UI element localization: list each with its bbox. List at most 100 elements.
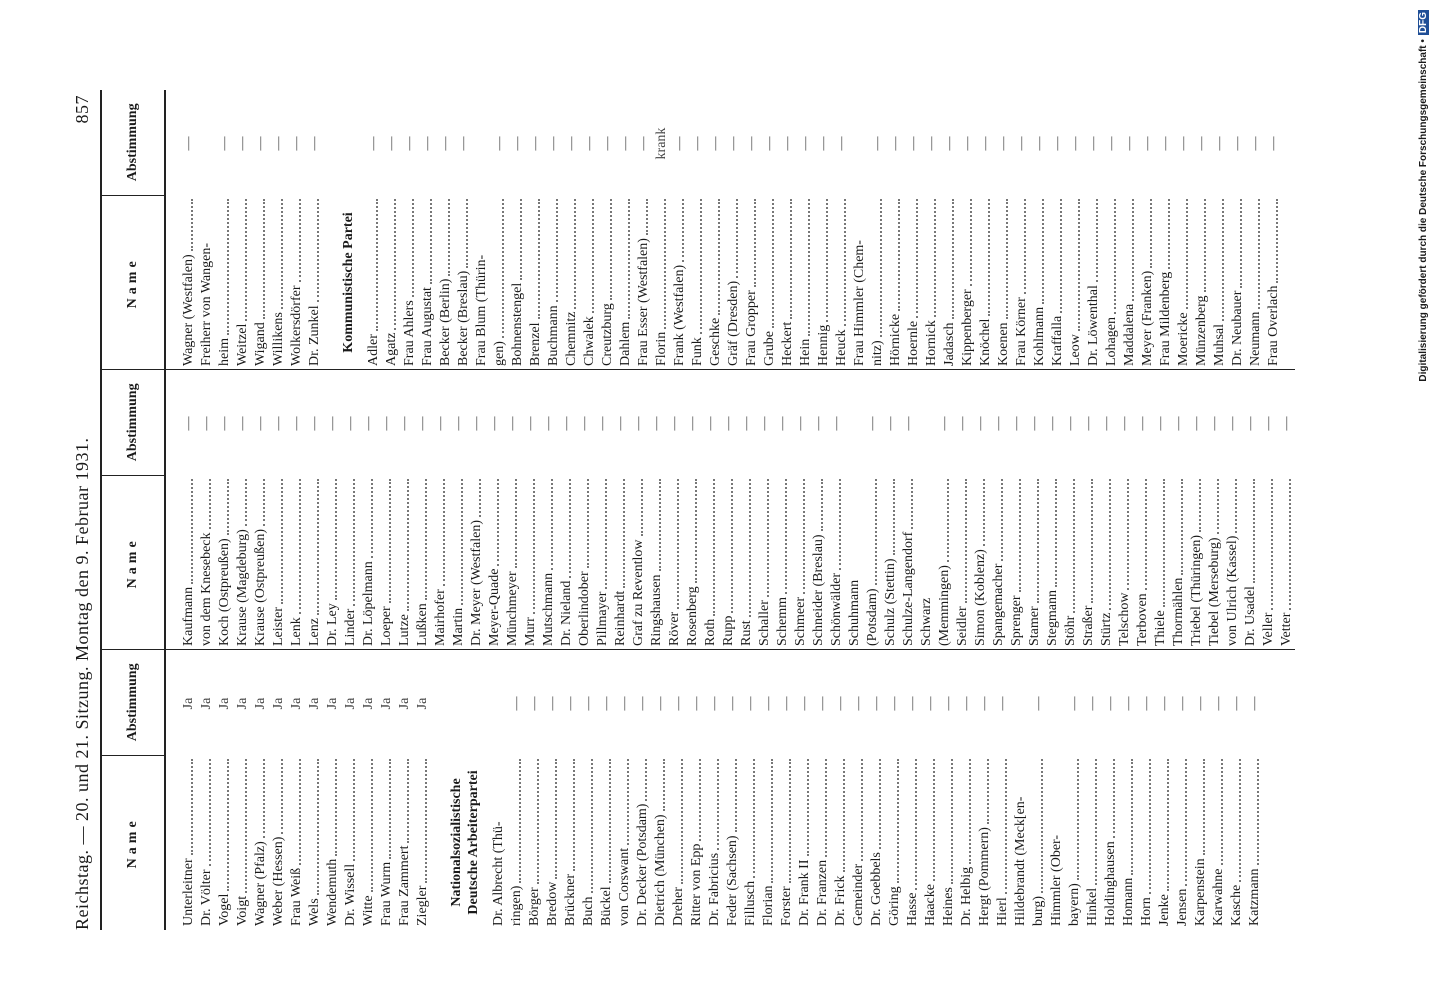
vote: — (469, 416, 484, 431)
dot-leader (900, 479, 913, 529)
footer-text: Digitalisierung gefördert durch die Deut… (1418, 39, 1429, 382)
name-part: Wolkersdörfer (288, 196, 306, 370)
entry-line: Röver — (666, 370, 684, 650)
entry-line: Jensen — (1174, 650, 1192, 930)
entry-line: Hoernle — (905, 90, 923, 370)
member-name: Buchmann (546, 305, 561, 366)
name-part: Ziegler (414, 756, 432, 930)
entry-line: Roth — (702, 370, 720, 650)
member-name: Rupp (721, 615, 736, 646)
vote: — (1103, 696, 1118, 711)
entry-line: Hennig — (815, 90, 833, 370)
vote: — (253, 416, 268, 431)
name-part: Frau Blum (Thürin- (473, 196, 491, 370)
dot-leader (540, 479, 553, 570)
member-name: Brückner (563, 873, 578, 926)
member-name: Dreher (671, 887, 686, 926)
entry-line: Rust — (738, 370, 756, 650)
entry-line: Becker (Berlin) — (437, 90, 455, 370)
entry-line: Dietrich (München) — (652, 650, 670, 930)
name-part: Kasche (1228, 756, 1246, 930)
member-name: Hildebrandt (Meck[en- (1013, 796, 1028, 926)
vote: — (937, 416, 952, 431)
name-part: Horn (1138, 756, 1156, 930)
vote: — (487, 416, 502, 431)
dot-leader (598, 759, 611, 884)
entry-line: Mairhofer — (432, 370, 450, 650)
dot-leader (468, 479, 481, 517)
member-name: Dr. Meyer (Westfalen) (469, 520, 484, 646)
vote: Ja (343, 697, 358, 710)
dot-leader (360, 759, 373, 893)
entry-line: Schulze-Langendorf — (900, 370, 918, 650)
dot-leader (941, 199, 954, 320)
name-part: Brückner (562, 756, 580, 930)
name-part: Wagner (Westfalen) (180, 196, 198, 370)
vote: — (528, 136, 543, 151)
vote: — (959, 696, 974, 711)
dot-leader (977, 199, 990, 316)
vote: — (617, 696, 632, 711)
vote: — (1211, 696, 1226, 711)
entry-line: Fillusch — (742, 650, 760, 930)
dot-leader (923, 199, 936, 318)
entry-line: Jadasch — (941, 90, 959, 370)
vote: — (685, 416, 700, 431)
name-heading: Name (102, 474, 164, 650)
name-part: Florin (653, 196, 671, 370)
dot-leader (1211, 199, 1224, 321)
dot-leader (234, 479, 247, 527)
name-part: Frank (Westfalen) (671, 196, 689, 370)
member-name: Forster (779, 886, 794, 926)
dot-leader (1085, 199, 1098, 283)
dot-leader (1044, 479, 1057, 587)
party-line: Deutsche Arbeiterpartei (466, 770, 481, 915)
name-part: Mairhofer (432, 476, 450, 650)
dot-leader (198, 479, 211, 530)
entry-line: Graf zu Reventlow — (630, 370, 648, 650)
name-part: Lußken (414, 476, 432, 650)
name-part: Wagner (Pfalz) (252, 756, 270, 930)
vote: — (977, 696, 992, 711)
dot-leader (342, 479, 355, 606)
member-name: Stöhr (1063, 615, 1078, 646)
name-part: Schönwälder (828, 476, 846, 650)
vote: Ja (307, 697, 322, 710)
vote: krank (654, 127, 669, 160)
entry-line: Heines — (940, 650, 958, 930)
dot-leader (378, 479, 391, 604)
vote: — (1117, 416, 1132, 431)
member-name: Röver (667, 611, 682, 646)
name-part: Schemm (774, 476, 792, 650)
member-name: Leow (1068, 334, 1083, 366)
dot-leader (599, 199, 612, 301)
name-part: Heckert (779, 196, 797, 370)
vote: Ja (379, 697, 394, 710)
vote: — (1081, 416, 1096, 431)
dot-leader (887, 199, 900, 311)
name-part: Dr. Meyer (Westfalen) (468, 476, 486, 650)
member-name: Frau Weiß (289, 867, 304, 926)
vote: Ja (199, 697, 214, 710)
name-part: Münzenberg (1193, 196, 1211, 370)
vote: — (1243, 416, 1258, 431)
name-part: Buch (580, 756, 598, 930)
member-name: Murr (523, 617, 538, 646)
member-name: Ritter von Epp (689, 843, 704, 926)
dot-leader (761, 199, 774, 328)
entry-line: bayern) — (1066, 650, 1084, 930)
dot-leader (1156, 759, 1169, 892)
vote: Ja (289, 697, 304, 710)
dot-leader (288, 759, 301, 865)
dot-leader (689, 199, 702, 335)
entry-line: Schemm — (774, 370, 792, 650)
member-name: Hergt (Pommern) (977, 827, 992, 926)
member-name: Linder (343, 608, 358, 646)
entry-line: Krause (Ostpreußen) — (252, 370, 270, 650)
entry-line: (Memmingen) — (936, 370, 954, 650)
member-name: Dr. Frick (833, 875, 848, 926)
name-part: Hierl (994, 756, 1012, 930)
member-name: Dietrich (München) (653, 814, 668, 926)
member-name: Holdinghausen (1103, 841, 1118, 926)
member-name: heim (217, 338, 232, 366)
